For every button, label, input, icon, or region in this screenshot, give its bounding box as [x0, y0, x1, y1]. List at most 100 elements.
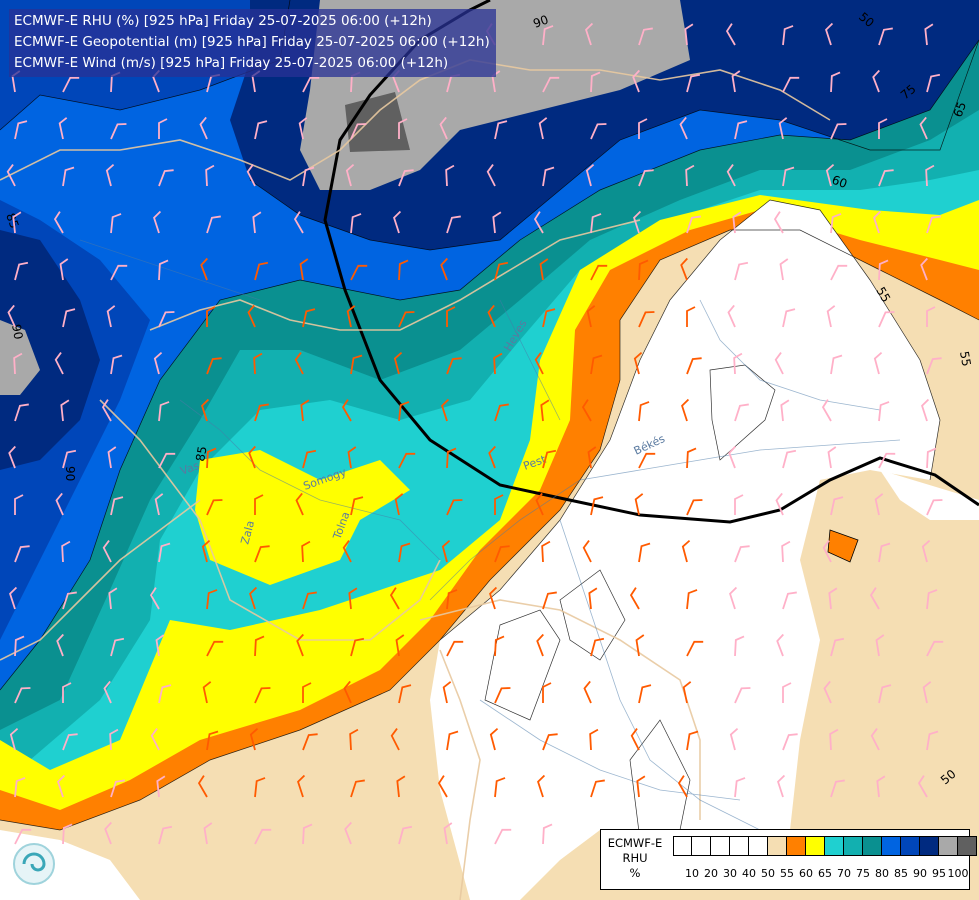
wind-barb [679, 116, 688, 140]
wind-barb [302, 76, 320, 93]
wind-barb [394, 493, 404, 516]
legend-tick-label: 40 [742, 867, 756, 880]
rh-legend: ECMWF-E RHU % 10 20 30 40 50 55 60 65 70 75 80 85 90… [600, 829, 977, 890]
contour-label: 90 [9, 323, 25, 340]
wind-barb [487, 304, 496, 328]
wind-barb [630, 728, 640, 751]
wind-barb [398, 452, 416, 469]
wind-barb [878, 401, 890, 422]
wind-barb [398, 259, 409, 281]
wind-barb [681, 539, 691, 563]
title-rhu: ECMWF-E RHU (%) [925 hPa] Friday 25-07-2… [14, 13, 432, 29]
legend-tick-label: 70 [837, 867, 851, 880]
legend-swatch [787, 836, 806, 856]
wind-barb [297, 774, 306, 798]
wind-barb [105, 163, 115, 187]
wind-barb [823, 680, 832, 704]
wind-barb [110, 264, 128, 281]
legend-tick-label: 20 [704, 867, 718, 880]
wind-barb [62, 682, 72, 703]
wind-barb [924, 23, 934, 46]
wind-barb [734, 261, 749, 281]
wind-barb [638, 311, 655, 328]
wind-barb [830, 123, 847, 140]
wind-barb [632, 69, 640, 93]
wind-barb [341, 399, 352, 422]
rh-band-below-50-e [880, 470, 979, 520]
wind-barb [733, 352, 743, 375]
wind-barb [14, 120, 28, 140]
wind-barb [488, 445, 496, 469]
wind-barb [590, 264, 608, 281]
wind-barb [542, 823, 553, 845]
wind-barb [294, 352, 304, 375]
wind-barb [542, 591, 557, 610]
wind-barb [62, 76, 80, 93]
wind-barb [302, 166, 315, 187]
wind-barb [494, 494, 504, 515]
wind-barb [206, 499, 223, 516]
wind-barb [302, 823, 313, 845]
wind-barb [920, 257, 928, 281]
wind-barb [206, 640, 224, 657]
wind-barb [778, 117, 788, 140]
legend-title-line: % [629, 866, 641, 880]
wind-barb [158, 684, 172, 704]
wind-barb [829, 728, 839, 751]
wind-barb [398, 118, 408, 139]
wind-barb [205, 164, 215, 187]
wind-barb [638, 27, 653, 46]
wind-barb [494, 635, 505, 657]
legend-swatch [749, 836, 768, 856]
wind-barb [54, 352, 64, 375]
legend-tick-label: 100 [947, 867, 969, 880]
wind-barb [254, 777, 266, 798]
wind-barb [155, 634, 165, 657]
wind-barb [12, 211, 22, 234]
wind-barb [926, 499, 943, 516]
wind-barb [681, 398, 690, 422]
wind-barb [206, 215, 221, 234]
wind-barb [350, 213, 362, 234]
legend-tick-label: 95 [932, 867, 946, 880]
wind-barb [158, 311, 175, 328]
wind-barb [634, 493, 644, 516]
wind-barb [14, 261, 29, 281]
wind-barb [540, 399, 550, 422]
wind-barb [446, 357, 462, 375]
wind-barb [154, 493, 164, 516]
wind-barb [686, 499, 703, 516]
wind-barb [350, 264, 368, 281]
wind-barb [590, 123, 607, 140]
wind-barb [110, 779, 125, 798]
wind-barb [153, 351, 163, 375]
legend-swatch [958, 836, 977, 856]
wind-barb [446, 589, 458, 610]
wind-barb [633, 210, 642, 234]
wind-barb [874, 493, 884, 516]
wind-barb [777, 774, 786, 798]
legend-swatch [825, 836, 844, 856]
wind-barb [254, 261, 269, 281]
legend-swatch [768, 836, 787, 856]
wind-barb [590, 496, 604, 516]
wind-barb [158, 259, 169, 281]
wind-barb [493, 352, 503, 375]
wind-barb [302, 733, 318, 751]
wind-barb [922, 681, 932, 704]
wind-barb [296, 633, 304, 657]
wind-barb [206, 730, 219, 751]
rh-patch-orange [827, 529, 859, 563]
legend-tick-label: 30 [723, 867, 737, 880]
wind-barb [110, 496, 124, 516]
wind-barb [396, 775, 406, 798]
wind-barb [14, 777, 26, 798]
wind-barb [728, 445, 736, 469]
wind-barb [302, 449, 317, 469]
wind-barb [830, 496, 844, 516]
wind-barb [441, 539, 451, 563]
wind-barb [590, 213, 602, 234]
wind-barb [206, 306, 216, 327]
wind-barb [680, 257, 688, 281]
